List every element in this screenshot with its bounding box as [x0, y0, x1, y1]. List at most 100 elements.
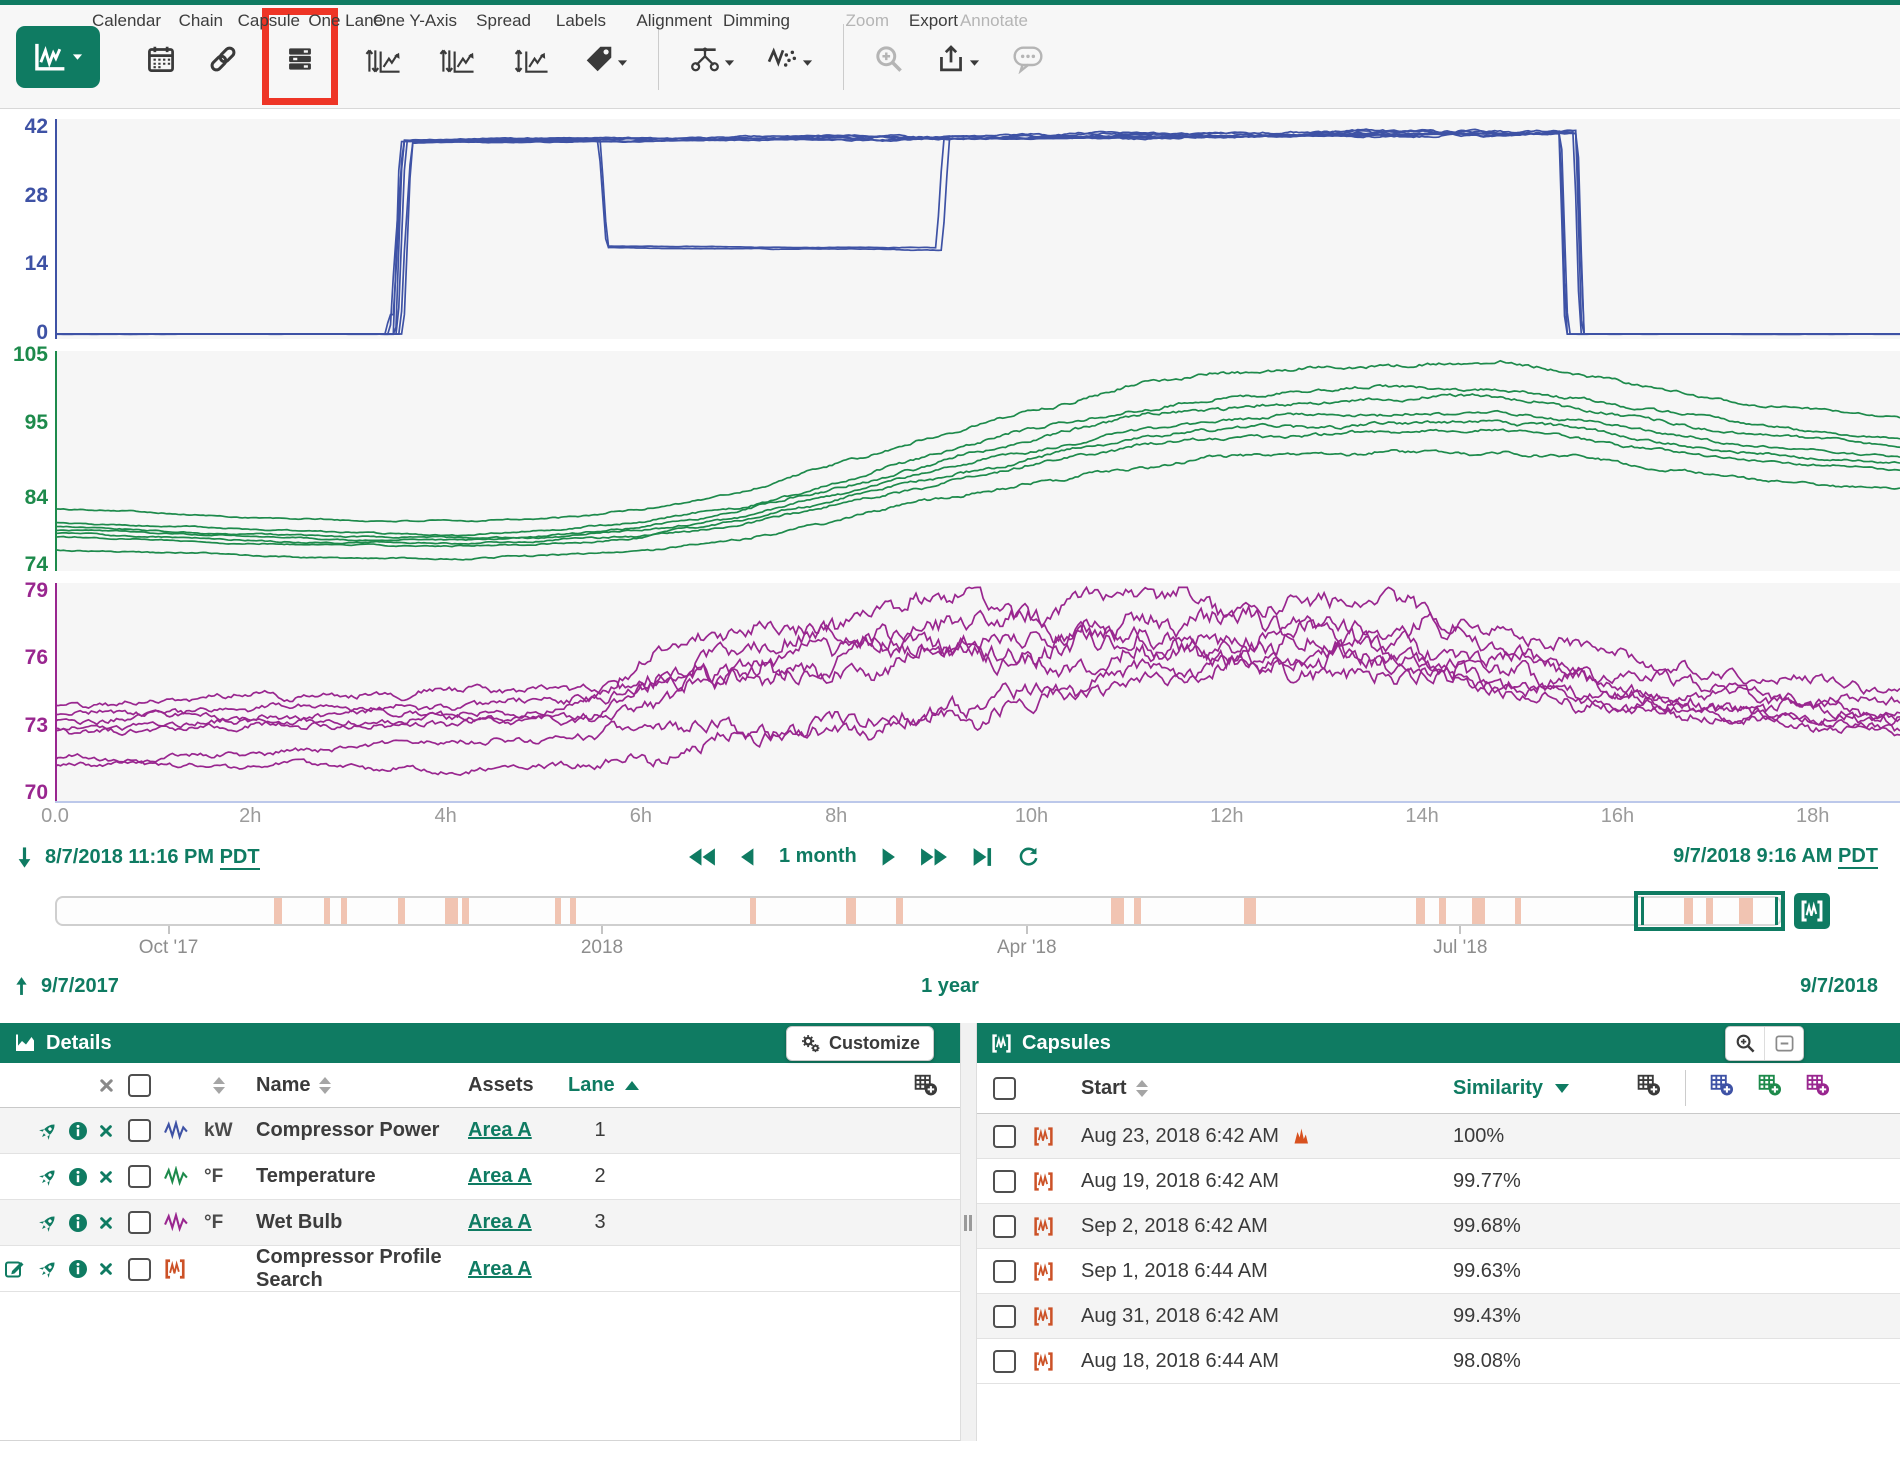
labels-button[interactable]: Labels: [556, 11, 644, 74]
x-axis[interactable]: 0.0 2h 4h 6h 8h 10h 12h 14h 16h 18h: [0, 803, 1900, 837]
add-column-icon[interactable]: [1637, 1073, 1661, 1103]
signal-name[interactable]: Compressor Power: [256, 1119, 440, 1141]
alignment-button[interactable]: Alignment: [636, 11, 751, 74]
one-y-axis-button[interactable]: One Y-Axis: [373, 11, 494, 74]
remove-icon[interactable]: [98, 1215, 128, 1231]
info-icon[interactable]: [68, 1259, 98, 1279]
sort-icon[interactable]: [213, 1076, 225, 1094]
y-axis-wet-bulb[interactable]: 79 76 73 70: [0, 579, 55, 804]
send-to-worksheet-icon[interactable]: [38, 1167, 68, 1187]
capsule-start[interactable]: Aug 31, 2018 6:42 AM: [1081, 1304, 1279, 1327]
capsule-time-button[interactable]: [1794, 893, 1830, 929]
row-checkbox[interactable]: [128, 1211, 151, 1234]
row-checkbox[interactable]: [993, 1304, 1016, 1328]
step-back-full-button[interactable]: [688, 847, 716, 867]
info-icon[interactable]: [68, 1213, 98, 1233]
export-button[interactable]: Export: [909, 11, 996, 74]
sort-asc-icon[interactable]: [624, 1080, 639, 1090]
remove-icon[interactable]: [98, 1123, 128, 1139]
y-axis-compressor-power[interactable]: 42 28 14 0: [0, 115, 55, 344]
asset-link[interactable]: Area A: [468, 1257, 532, 1280]
row-checkbox[interactable]: [128, 1165, 151, 1188]
refresh-button[interactable]: [1017, 845, 1040, 868]
info-icon[interactable]: [68, 1121, 98, 1141]
timeline-label: Apr '18: [996, 937, 1057, 958]
column-similarity[interactable]: Similarity: [1453, 1076, 1544, 1099]
step-to-end-button[interactable]: [972, 847, 993, 867]
column-assets[interactable]: Assets: [468, 1073, 534, 1096]
row-checkbox[interactable]: [993, 1214, 1016, 1238]
asset-link[interactable]: Area A: [468, 1211, 532, 1233]
customize-button[interactable]: Customize: [785, 1026, 934, 1061]
capsule-start[interactable]: Sep 2, 2018 6:42 AM: [1081, 1214, 1268, 1237]
zoom-button: Zoom: [846, 11, 920, 74]
step-forward-half-button[interactable]: [881, 847, 896, 867]
capsule-button[interactable]: Capsule: [238, 11, 331, 74]
dimming-button[interactable]: Dimming: [723, 11, 829, 74]
plot-area-lane-3[interactable]: [55, 583, 1900, 803]
add-stat-column-wet-bulb-icon[interactable]: [1806, 1073, 1830, 1103]
capsule-start[interactable]: Sep 1, 2018 6:44 AM: [1081, 1259, 1268, 1282]
send-to-worksheet-icon[interactable]: [38, 1213, 68, 1233]
timezone-link[interactable]: PDT: [219, 845, 260, 870]
select-all-checkbox[interactable]: [993, 1076, 1016, 1100]
investigate-range-start[interactable]: 9/7/2017: [41, 975, 119, 997]
investigate-range-end[interactable]: 9/7/2018: [1800, 975, 1878, 997]
signal-name[interactable]: Temperature: [256, 1165, 376, 1187]
sort-icon[interactable]: [319, 1076, 332, 1094]
investigate-range-duration[interactable]: 1 year: [921, 975, 979, 997]
row-checkbox[interactable]: [128, 1257, 151, 1281]
column-name[interactable]: Name: [256, 1073, 311, 1096]
row-checkbox[interactable]: [993, 1124, 1016, 1148]
chain-button[interactable]: Chain: [179, 11, 254, 74]
row-checkbox[interactable]: [128, 1119, 151, 1142]
asset-link[interactable]: Area A: [468, 1165, 532, 1187]
timeline-selection-brush[interactable]: [1633, 891, 1785, 931]
sort-desc-icon[interactable]: [1555, 1083, 1570, 1093]
plot-area-lane-1[interactable]: [55, 119, 1900, 339]
timezone-link[interactable]: PDT: [1838, 845, 1878, 869]
sort-icon[interactable]: [1135, 1079, 1148, 1097]
remove-all-icon[interactable]: [98, 1077, 128, 1094]
step-back-half-button[interactable]: [740, 847, 755, 867]
row-checkbox[interactable]: [993, 1259, 1016, 1283]
add-stat-column-power-icon[interactable]: [1710, 1073, 1734, 1103]
capsule-start[interactable]: Aug 18, 2018 6:44 AM: [1081, 1349, 1279, 1372]
capsule-stripe: [324, 898, 331, 924]
brush-handle-right[interactable]: [1774, 897, 1778, 925]
one-lane-button[interactable]: One Lane: [308, 11, 420, 74]
condition-name[interactable]: Compressor Profile Search: [256, 1246, 442, 1291]
column-lane[interactable]: Lane: [568, 1073, 615, 1096]
plot-area-lane-2[interactable]: [55, 351, 1900, 571]
y-axis-temperature[interactable]: 105 95 84 74: [0, 343, 55, 576]
edit-search-icon[interactable]: [4, 1258, 38, 1280]
timeline-track[interactable]: [55, 891, 1785, 931]
display-range-start[interactable]: 8/7/2018 11:16 PM PDT: [45, 845, 260, 870]
column-start[interactable]: Start: [1081, 1076, 1127, 1099]
display-range-end[interactable]: 9/7/2018 9:16 AM PDT: [1673, 845, 1878, 869]
y-axis-tick-label: 42: [24, 114, 48, 138]
spread-button[interactable]: Spread: [476, 11, 568, 74]
capsule-start[interactable]: Aug 23, 2018 6:42 AM: [1081, 1124, 1279, 1147]
panel-splitter[interactable]: [960, 1023, 977, 1441]
step-forward-full-button[interactable]: [920, 847, 948, 867]
add-column-icon[interactable]: [914, 1073, 938, 1103]
info-icon[interactable]: [68, 1167, 98, 1187]
asset-link[interactable]: Area A: [468, 1119, 532, 1141]
brush-handle-left[interactable]: [1640, 897, 1644, 925]
signal-name[interactable]: Wet Bulb: [256, 1211, 343, 1233]
collapse-panel-button[interactable]: [1764, 1027, 1803, 1060]
send-to-worksheet-icon[interactable]: [38, 1121, 68, 1141]
select-all-checkbox[interactable]: [128, 1073, 151, 1097]
add-stat-column-temperature-icon[interactable]: [1758, 1073, 1782, 1103]
row-checkbox[interactable]: [993, 1169, 1016, 1193]
remove-icon[interactable]: [98, 1169, 128, 1185]
capsule-start[interactable]: Aug 19, 2018 6:42 AM: [1081, 1169, 1279, 1192]
calendar-button[interactable]: Calendar: [92, 11, 192, 74]
zoom-to-capsule-button[interactable]: [1726, 1027, 1764, 1060]
duration-label[interactable]: 1 month: [779, 845, 857, 867]
remove-icon[interactable]: [98, 1261, 128, 1277]
worksheet-view-button[interactable]: [16, 25, 100, 88]
send-to-worksheet-icon[interactable]: [38, 1259, 68, 1279]
row-checkbox[interactable]: [993, 1349, 1016, 1373]
